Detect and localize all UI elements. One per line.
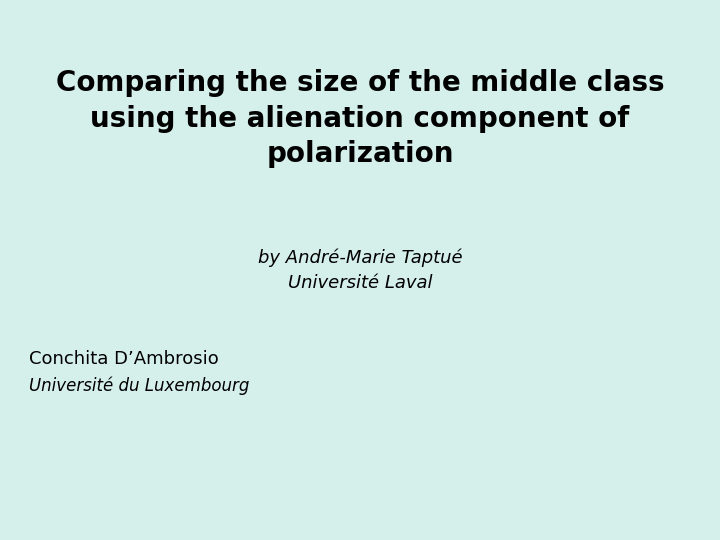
Text: Conchita D’Ambrosio: Conchita D’Ambrosio [29, 350, 219, 368]
Text: by André-Marie Taptué
Université Laval: by André-Marie Taptué Université Laval [258, 248, 462, 292]
Text: Comparing the size of the middle class
using the alienation component of
polariz: Comparing the size of the middle class u… [55, 69, 665, 168]
Text: Université du Luxembourg: Université du Luxembourg [29, 377, 249, 395]
